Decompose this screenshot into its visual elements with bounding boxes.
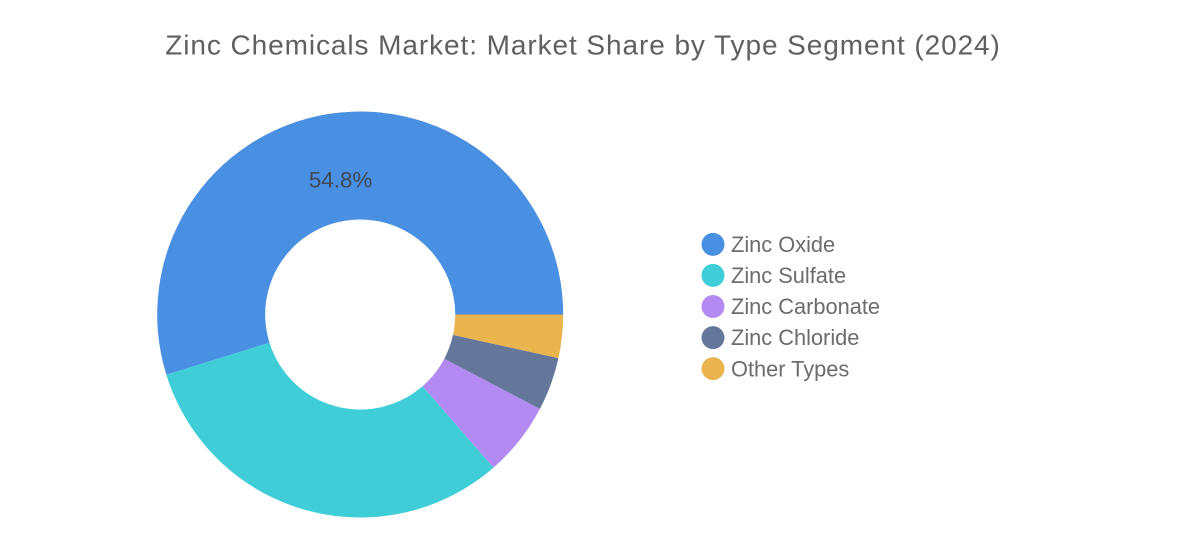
svg-text:Other Types: Other Types xyxy=(731,356,849,381)
svg-text:Zinc Carbonate: Zinc Carbonate xyxy=(731,294,880,319)
svg-text:Zinc Chemicals Market: Market: Zinc Chemicals Market: Market Share by T… xyxy=(165,29,1001,60)
svg-text:Zinc Sulfate: Zinc Sulfate xyxy=(731,263,846,288)
svg-text:Zinc Chloride: Zinc Chloride xyxy=(731,325,859,350)
svg-text:Zinc Oxide: Zinc Oxide xyxy=(731,232,835,257)
svg-text:54.8%: 54.8% xyxy=(309,168,373,193)
